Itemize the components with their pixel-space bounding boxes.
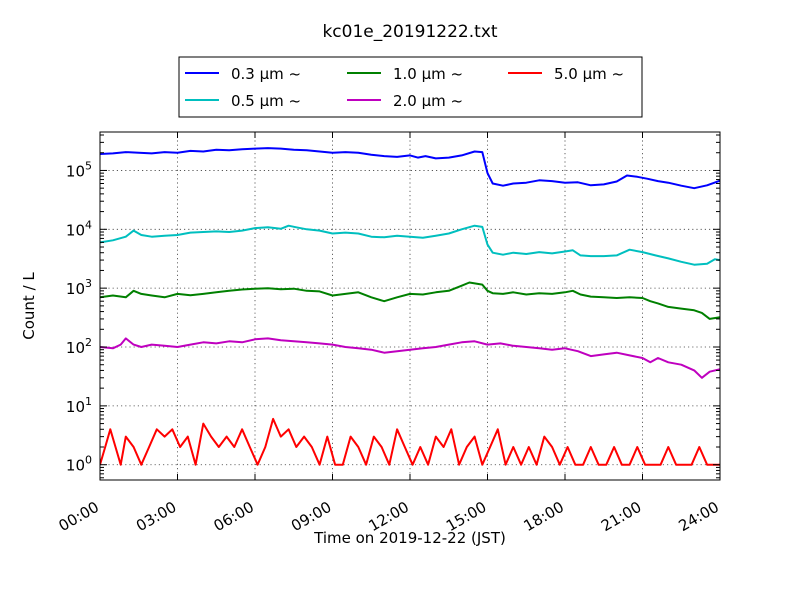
legend-label-0: 0.3 μm ~ bbox=[231, 65, 301, 83]
y-tick-base: 10 bbox=[66, 221, 85, 239]
y-tick-base: 10 bbox=[66, 162, 85, 180]
y-tick-label: 100 bbox=[66, 454, 92, 475]
grid bbox=[100, 132, 720, 480]
y-tick-label: 104 bbox=[66, 218, 92, 239]
y-axis-label: Count / L bbox=[20, 272, 38, 340]
y-tick-exponent: 5 bbox=[85, 159, 92, 172]
legend-label-1: 0.5 μm ~ bbox=[231, 92, 301, 110]
y-tick-exponent: 0 bbox=[85, 454, 92, 467]
y-tick-label: 103 bbox=[66, 277, 92, 298]
legend-frame bbox=[178, 56, 643, 118]
y-tick-exponent: 4 bbox=[85, 218, 92, 231]
y-tick-label: 102 bbox=[66, 336, 92, 357]
y-tick-base: 10 bbox=[66, 457, 85, 475]
legend-label-3: 2.0 μm ~ bbox=[393, 92, 463, 110]
y-tick-label: 105 bbox=[66, 159, 92, 180]
y-tick-base: 10 bbox=[66, 398, 85, 416]
series-line-1 bbox=[100, 224, 720, 266]
y-tick-exponent: 1 bbox=[85, 395, 92, 408]
y-tick-label: 101 bbox=[66, 395, 92, 416]
series-line-0 bbox=[100, 147, 720, 190]
x-axis-label: Time on 2019-12-22 (JST) bbox=[313, 529, 506, 547]
series-line-2 bbox=[100, 281, 720, 320]
y-tick-exponent: 3 bbox=[85, 277, 92, 290]
plot-area bbox=[100, 147, 720, 466]
legend: 0.3 μm ~ 0.5 μm ~ 1.0 μm ~ 2.0 μm ~ 5.0 μm ~ bbox=[178, 56, 643, 118]
series-line-4 bbox=[100, 417, 720, 466]
legend-label-4: 5.0 μm ~ bbox=[554, 65, 624, 83]
y-tick-base: 10 bbox=[66, 339, 85, 357]
legend-label-2: 1.0 μm ~ bbox=[393, 65, 463, 83]
y-tick-base: 10 bbox=[66, 280, 85, 298]
y-tick-exponent: 2 bbox=[85, 336, 92, 349]
chart-title: kc01e_20191222.txt bbox=[322, 22, 497, 42]
series-line-3 bbox=[100, 337, 720, 379]
